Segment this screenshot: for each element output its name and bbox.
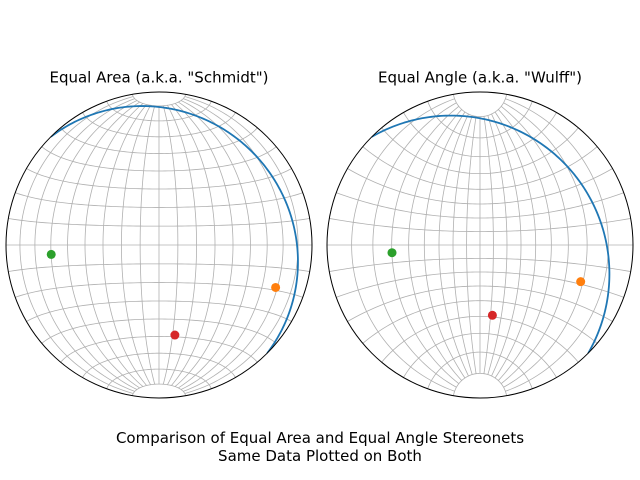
grid-line (453, 94, 507, 118)
grid-line (347, 168, 613, 205)
grid-line (106, 101, 212, 122)
grid-line (8, 263, 310, 272)
grid-line (132, 94, 186, 107)
grid-line (106, 368, 212, 389)
grid-line (41, 146, 277, 172)
grid-line (347, 285, 613, 322)
plot-area (327, 94, 633, 396)
grid-line (381, 315, 579, 363)
grid-line (403, 332, 557, 378)
grid-line (381, 127, 579, 175)
plane (371, 114, 611, 354)
grid-line (329, 257, 631, 272)
point (170, 330, 180, 340)
plot-area (6, 94, 312, 396)
grid-line (427, 101, 533, 139)
point (387, 248, 397, 258)
primitive-circle (5, 91, 313, 399)
stereonet: Equal Area (a.k.a. "Schmidt") (5, 69, 313, 399)
grid-line (26, 300, 292, 322)
plane (50, 105, 299, 354)
subplot-title: Equal Area (a.k.a. "Schmidt") (49, 69, 268, 87)
grid-line (453, 372, 507, 396)
grid-line (8, 218, 310, 227)
stereonet: Equal Angle (a.k.a. "Wulff") (326, 69, 634, 399)
primitive-circle (326, 91, 634, 399)
point (46, 249, 56, 259)
grid-line (427, 351, 533, 389)
figure-title: Comparison of Equal Area and Equal Angle… (115, 429, 525, 465)
point (271, 282, 281, 292)
grid-line (362, 300, 598, 344)
grid-line (336, 271, 624, 298)
grid-line (362, 146, 598, 190)
grid-line (60, 336, 258, 363)
grid-line (26, 168, 292, 190)
grid-line (132, 383, 186, 396)
grid-line (41, 318, 277, 344)
grid-line (329, 218, 631, 233)
grid-line (15, 192, 303, 208)
grid-line (60, 127, 258, 154)
point (576, 277, 586, 287)
grid-line (15, 282, 303, 298)
grid-line (336, 192, 624, 219)
grid-line (82, 352, 236, 378)
point (487, 310, 497, 320)
subplot-title: Equal Angle (a.k.a. "Wulff") (378, 69, 582, 87)
